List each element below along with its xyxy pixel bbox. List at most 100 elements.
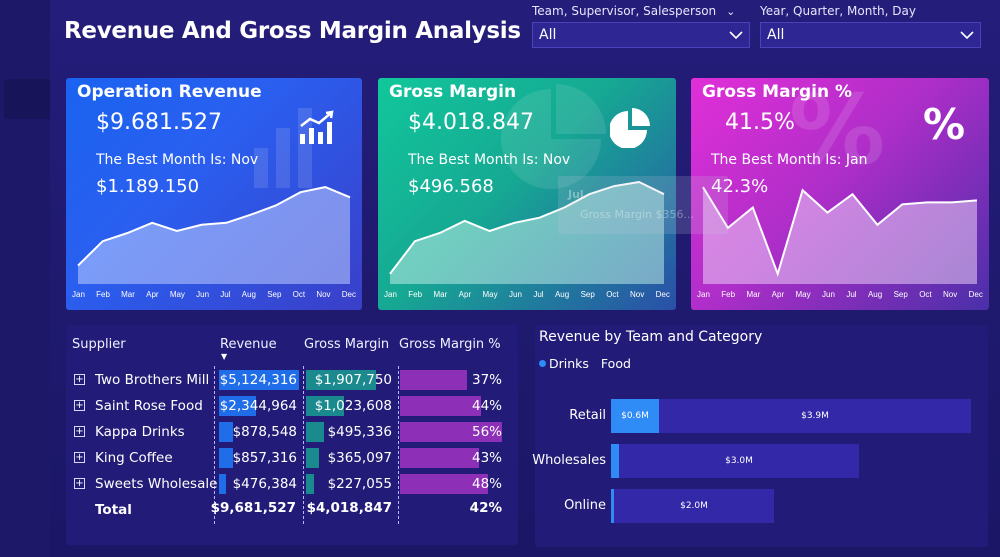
expand-icon[interactable]: + [74, 478, 85, 489]
best-month-value: $1.189.150 [96, 176, 200, 197]
table-row[interactable]: + Sweets Wholesale $476,384 $227,055 48% [66, 472, 518, 498]
trend-line [389, 180, 665, 275]
expand-icon[interactable]: + [74, 400, 85, 411]
gross-margin-bar [306, 448, 320, 468]
gross-margin-pct-value: 56% [471, 424, 502, 440]
team-bar-row[interactable]: Online $2.0M [535, 489, 988, 523]
card-value: 41.5% [725, 110, 795, 135]
table-row[interactable]: + King Coffee $857,316 $365,097 43% [66, 446, 518, 472]
supplier-name: King Coffee [95, 450, 173, 466]
legend-label-food[interactable]: Food [600, 356, 631, 371]
column-header-gross-margin-pct[interactable]: Gross Margin % [399, 337, 501, 352]
gross-margin-pct-value: 37% [471, 372, 502, 388]
ghost-bar-chart-icon [254, 108, 312, 188]
food-bar-segment[interactable]: $3.0M [619, 444, 859, 478]
month-tick-label: Sep [267, 290, 282, 299]
date-filter[interactable]: Year, Quarter, Month, Day All [760, 0, 981, 48]
team-bar-row[interactable]: Retail $0.6M $3.9M [535, 399, 988, 433]
drinks-bar-segment[interactable]: $0.6M [611, 399, 659, 433]
nav-tab[interactable] [4, 79, 50, 119]
month-tick-label: Jul [220, 290, 231, 299]
gross-margin-pct-bar [400, 474, 488, 494]
best-month-value: $496.568 [408, 176, 494, 197]
best-month-value: 42.3% [711, 176, 769, 197]
revenue-trend-chart[interactable] [66, 78, 362, 310]
month-axis: Jan Feb Mar Apr May Jun Jul Aug Sep Oct Nov Dec [697, 290, 983, 299]
table-total-row: Total $9,681,527 $4,018,847 42% [66, 498, 518, 524]
month-tick-label: Nov [943, 290, 958, 299]
trend-area [78, 187, 350, 284]
column-header-revenue[interactable]: Revenue [220, 337, 277, 352]
month-tick-label: Jan [697, 290, 710, 299]
revenue-bar [219, 422, 233, 442]
total-gross-margin: $4,018,847 [306, 500, 392, 516]
drinks-bar-segment[interactable] [611, 444, 619, 478]
expand-icon[interactable]: + [74, 452, 85, 463]
left-navigation-rail [0, 0, 50, 557]
month-tick-label: Oct [919, 290, 932, 299]
team-filter-dropdown[interactable]: All [532, 22, 750, 48]
gross-margin-trend-chart[interactable] [378, 78, 676, 310]
month-tick-label: Nov [316, 290, 331, 299]
column-header-gross-margin[interactable]: Gross Margin [304, 337, 390, 352]
date-filter-dropdown[interactable]: All [760, 22, 981, 48]
supplier-table[interactable]: Supplier Revenue ▼ Gross Margin Gross Ma… [66, 325, 518, 545]
best-month-label: The Best Month Is: Jan [711, 152, 868, 168]
supplier-name: Two Brothers Mill [95, 372, 210, 388]
revenue-value: $878,548 [232, 424, 297, 440]
table-row[interactable]: + Two Brothers Mill $5,124,316 $1,907,750 37… [66, 368, 518, 394]
chevron-down-icon [729, 31, 743, 40]
trend-line [77, 186, 351, 267]
month-tick-label: Jul [533, 290, 544, 299]
gross-margin-value: $1,907,750 [314, 372, 392, 388]
revenue-cell: $476,384 [219, 474, 299, 494]
kpi-card-revenue[interactable]: Operation Revenue $9.681.527 The Best Mo… [66, 78, 362, 310]
revenue-by-team-chart[interactable]: Revenue by Team and Category Drinks Food… [532, 325, 988, 547]
revenue-cell: $5,124,316 [219, 370, 299, 390]
revenue-value: $857,316 [232, 450, 297, 466]
supplier-name: Sweets Wholesale [95, 476, 218, 492]
gross-margin-pct-trend-chart[interactable] [691, 78, 989, 310]
sort-descending-icon[interactable]: ▼ [221, 352, 228, 361]
chevron-down-icon[interactable]: ⌄ [726, 4, 736, 18]
gross-margin-pct-value: 43% [471, 450, 502, 466]
kpi-card-gross-margin[interactable]: Gross Margin $4.018.847 The Best Month I… [378, 78, 676, 310]
column-divider [398, 366, 399, 524]
gross-margin-value: $495,336 [327, 424, 392, 440]
team-filter[interactable]: Team, Supervisor, Salesperson ⌄ All [532, 0, 750, 48]
gross-margin-bar [306, 474, 315, 494]
drinks-bar-segment[interactable] [611, 489, 614, 523]
food-bar-segment[interactable]: $2.0M [614, 489, 774, 523]
gross-margin-pct-bar [400, 396, 481, 416]
gross-margin-pct-cell: 48% [400, 474, 504, 494]
tooltip-value: Gross Margin $356... [580, 208, 695, 221]
month-tick-label: Jun [196, 290, 210, 299]
kpi-card-gross-margin-pct[interactable]: % Gross Margin % 41.5% The Best Month Is… [691, 78, 989, 310]
column-header-supplier[interactable]: Supplier [72, 337, 126, 352]
chevron-down-icon [960, 31, 974, 40]
bar-line-chart-icon [300, 110, 334, 144]
month-tick-label: May [169, 290, 185, 299]
column-divider [214, 366, 215, 524]
month-tick-label: Jan [72, 290, 85, 299]
ghost-pie-chart-icon [501, 84, 606, 189]
revenue-bar [219, 396, 256, 416]
date-filter-value: All [767, 27, 785, 43]
chart-title: Revenue by Team and Category [539, 329, 763, 345]
month-tick-label: Oct [292, 290, 306, 299]
legend-label-drinks[interactable]: Drinks [549, 356, 589, 371]
expand-icon[interactable]: + [74, 374, 85, 385]
team-label: Retail [569, 408, 606, 423]
food-bar-segment[interactable]: $3.9M [659, 399, 971, 433]
revenue-bar [219, 474, 227, 494]
month-tick-label: Jun [509, 290, 522, 299]
card-value: $4.018.847 [408, 110, 534, 135]
team-filter-label: Team, Supervisor, Salesperson [532, 4, 717, 18]
month-tick-label: Mar [121, 290, 135, 299]
table-row[interactable]: + Kappa Drinks $878,548 $495,336 56% [66, 420, 518, 446]
month-tick-label: Mar [746, 290, 761, 299]
gross-margin-value: $227,055 [327, 476, 392, 492]
expand-icon[interactable]: + [74, 426, 85, 437]
table-row[interactable]: + Saint Rose Food $2,344,964 $1,023,608 44% [66, 394, 518, 420]
team-bar-row[interactable]: Wholesales $3.0M [532, 444, 988, 478]
